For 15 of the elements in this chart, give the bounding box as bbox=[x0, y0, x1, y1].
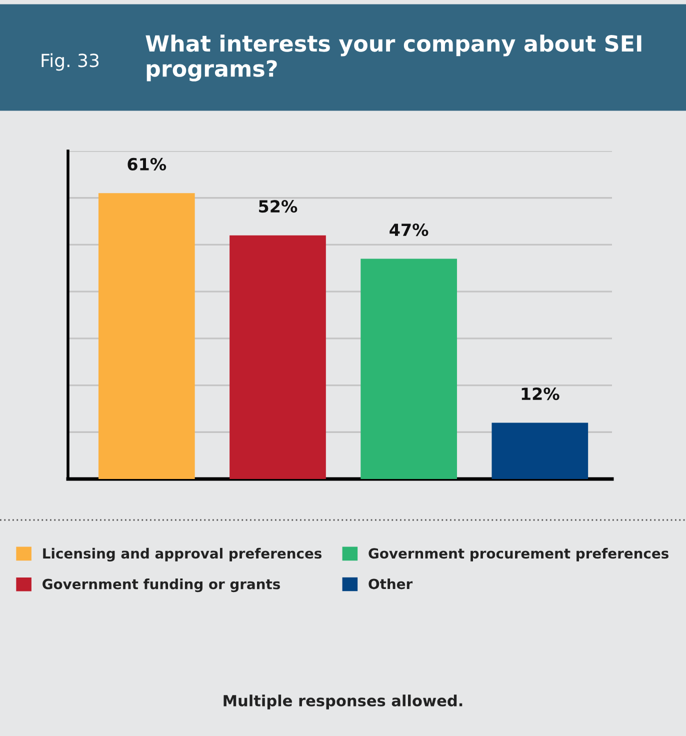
data-label: 52% bbox=[259, 200, 298, 213]
data-label: 47% bbox=[390, 223, 428, 236]
legend-label: Government procurement preferences bbox=[368, 548, 668, 562]
legend-label: Other bbox=[368, 578, 413, 590]
bar bbox=[360, 258, 457, 479]
bar bbox=[492, 422, 588, 479]
text: Multiple responses allowed. bbox=[224, 694, 462, 710]
data-label: 61% bbox=[128, 158, 166, 170]
data-label: 12% bbox=[522, 387, 560, 400]
chart-title: What interests your company about SEI programs? bbox=[146, 34, 642, 82]
legend-label: Licensing and approval preferences bbox=[43, 548, 322, 562]
bar bbox=[98, 193, 195, 479]
bar bbox=[230, 235, 326, 479]
chart-subtitle: Fig. 33 bbox=[42, 53, 99, 71]
legend-label: Government funding or grants bbox=[42, 578, 280, 592]
